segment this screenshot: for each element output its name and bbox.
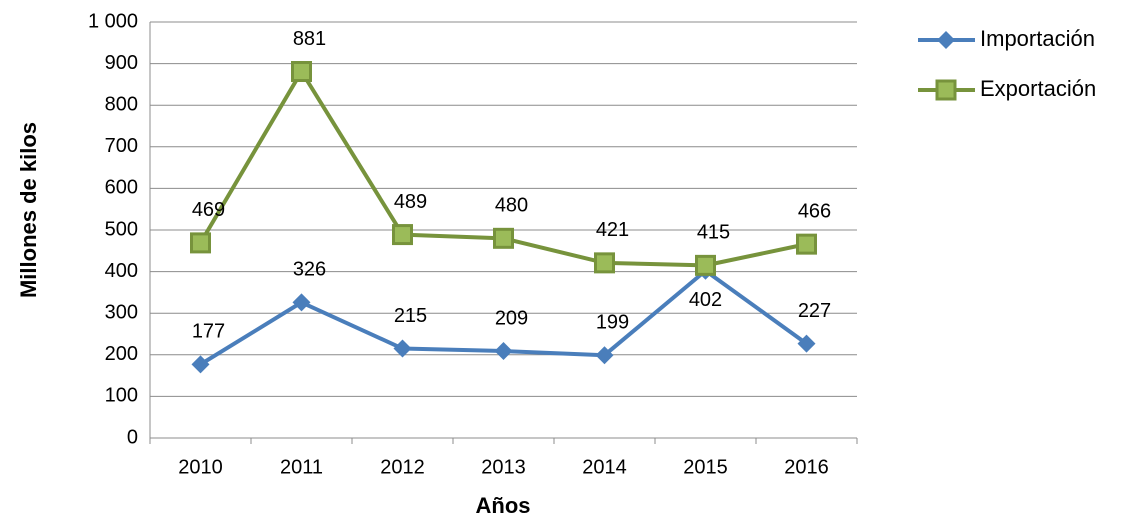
x-tick-label: 2013 [481, 456, 526, 478]
y-tick-label: 0 [127, 426, 138, 448]
marker [695, 254, 716, 276]
x-tick-label: 2016 [784, 456, 829, 478]
y-tick-label: 500 [105, 218, 138, 240]
y-tick-label: 1 000 [88, 10, 138, 32]
marker [292, 293, 311, 312]
data-label: 215 [394, 305, 427, 327]
marker [191, 355, 210, 374]
y-tick-label: 400 [105, 260, 138, 282]
data-label: 402 [689, 289, 722, 311]
y-tick-label: 300 [105, 301, 138, 323]
data-label: 466 [798, 200, 831, 222]
y-tick-label: 800 [105, 93, 138, 115]
marker [935, 79, 957, 101]
y-axis-title: Millones de kilos [16, 122, 41, 298]
marker [494, 342, 513, 361]
marker [291, 61, 312, 83]
data-label: 209 [495, 307, 528, 329]
data-label: 489 [394, 191, 427, 213]
marker [937, 31, 955, 49]
x-tick-label: 2010 [178, 456, 223, 478]
y-tick-label: 200 [105, 343, 138, 365]
marker [190, 232, 211, 254]
data-label: 227 [798, 300, 831, 322]
x-tick-label: 2011 [280, 456, 323, 478]
y-tick-label: 100 [105, 385, 138, 407]
y-tick-label: 600 [105, 177, 138, 199]
marker [797, 334, 816, 353]
x-tick-label: 2015 [683, 456, 728, 478]
data-label: 881 [293, 28, 326, 50]
data-label: 480 [495, 195, 528, 217]
marker [493, 227, 514, 249]
data-label: 469 [192, 199, 225, 221]
data-label: 199 [596, 311, 629, 333]
data-label: 326 [293, 259, 326, 281]
data-label: 177 [192, 321, 225, 343]
marker [594, 252, 615, 274]
x-tick-label: 2014 [582, 456, 627, 478]
data-label: 415 [697, 222, 730, 244]
x-axis-title: Años [476, 493, 531, 518]
marker [392, 224, 413, 246]
data-label: 421 [596, 219, 629, 241]
legend-label: Exportación [980, 76, 1096, 101]
marker [393, 339, 412, 358]
marker [796, 233, 817, 255]
marker [595, 346, 614, 365]
x-tick-label: 2012 [380, 456, 425, 478]
legend-label: Importación [980, 26, 1095, 51]
y-tick-label: 700 [105, 135, 138, 157]
y-tick-label: 900 [105, 52, 138, 74]
